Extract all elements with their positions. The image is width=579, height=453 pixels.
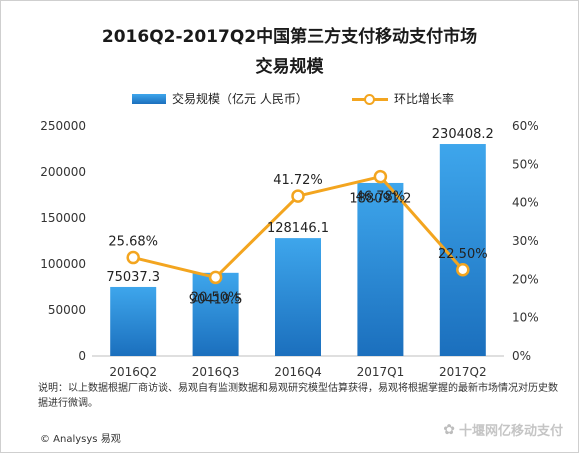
growth-value-label: 20.50% [191, 290, 241, 305]
combo-chart: 0 50000 100000 150000 200000 250000 0% 10% 20% 30… [40, 119, 538, 379]
axes: 0 50000 100000 150000 200000 250000 0% 10% 20% 30… [40, 119, 538, 379]
chart-title-line1: 2016Q2-2017Q2中国第三方支付移动支付市场 [101, 27, 478, 47]
growth-value-label: 41.72% [273, 173, 323, 188]
footnote: 说明：以上数据根据厂商访谈、易观自有监测数据和易观研究模型估算获得，易观将根据掌… [38, 383, 558, 409]
bar [110, 286, 157, 356]
wechat-icon: ✿ [443, 421, 455, 438]
watermark: ✿ 十堰网亿移动支付 [443, 420, 563, 440]
bar-value-label: 188091.2 [349, 192, 411, 207]
data-labels: 75037.3 90419.5 128146.1 188091.2 230408.2 25… [106, 127, 493, 307]
bar [357, 182, 404, 356]
y-right-tick-label: 30% [512, 234, 539, 248]
y-left-tick-label: 100000 [40, 257, 86, 271]
x-tick-label: 2017Q1 [357, 365, 405, 379]
growth-point [208, 270, 223, 285]
legend-item-growth: 环比增长率 [352, 90, 454, 107]
growth-value-label: 46.78% [356, 190, 406, 205]
y-right-tick-label: 50% [512, 157, 539, 171]
chart-title: 2016Q2-2017Q2中国第三方支付移动支付市场 交易规模 [0, 22, 579, 82]
y-right-tick-label: 60% [512, 119, 539, 133]
y-right-tick-label: 40% [512, 196, 539, 210]
line-series [126, 169, 470, 285]
bar-value-label: 75037.3 [106, 270, 160, 285]
bar [439, 144, 486, 356]
copyright: © Analysys 易观 [40, 434, 121, 445]
legend-bar-swatch [132, 93, 166, 104]
x-tick-label: 2017Q2 [439, 365, 487, 379]
growth-value-label: 25.68% [108, 235, 158, 250]
bar-value-label: 230408.2 [432, 127, 494, 142]
y-left-tick-label: 150000 [40, 211, 86, 225]
growth-value-label: 22.50% [438, 247, 488, 262]
y-right-tick-label: 0% [512, 349, 531, 363]
legend-line-swatch [352, 93, 388, 105]
y-left-tick-label: 50000 [48, 303, 86, 317]
legend-item-volume: 交易规模（亿元 人民币） [132, 90, 308, 107]
growth-point [456, 263, 470, 277]
legend-label-growth: 环比增长率 [394, 92, 455, 106]
y-left-tick-label: 0 [78, 349, 86, 363]
y-left-tick-label: 200000 [40, 165, 86, 179]
growth-point [291, 189, 305, 203]
x-tick-label: 2016Q3 [192, 365, 240, 379]
y-right-tick-label: 10% [512, 311, 539, 325]
x-tick-label: 2016Q2 [109, 365, 157, 379]
x-tick-label: 2016Q4 [274, 365, 322, 379]
chart-title-line2: 交易规模 [255, 57, 324, 77]
legend-label-volume: 交易规模（亿元 人民币） [172, 92, 308, 106]
watermark-text: 十堰网亿移动支付 [458, 424, 563, 439]
y-right-tick-label: 20% [512, 272, 539, 286]
bar-series [110, 144, 486, 356]
chart-legend: 交易规模（亿元 人民币） 环比增长率 [0, 90, 579, 108]
bar [192, 272, 239, 356]
y-left-tick-label: 250000 [40, 119, 86, 133]
growth-point [126, 250, 140, 265]
bar [275, 238, 321, 356]
bar-value-label: 90419.5 [189, 292, 243, 307]
growth-point [373, 169, 388, 184]
bar-value-label: 128146.1 [267, 221, 329, 236]
